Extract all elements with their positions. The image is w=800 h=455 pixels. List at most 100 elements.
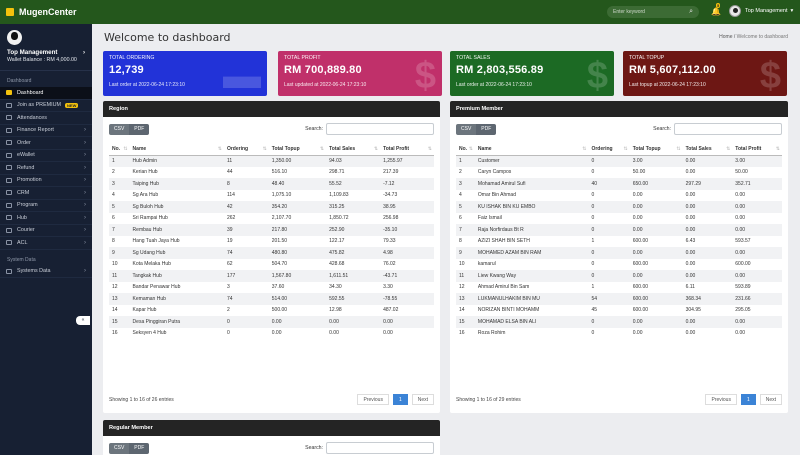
sidebar-item-label: eWallet	[17, 152, 35, 159]
sidebar-collapse-button[interactable]: «	[76, 316, 90, 325]
search-label: Search:	[305, 126, 323, 132]
dollar-icon: $	[586, 55, 608, 96]
table-cell: 15	[456, 316, 475, 328]
table-cell: 45	[591, 307, 598, 314]
table-cell: 428.68	[329, 261, 345, 268]
csv-export-button[interactable]: CSV	[456, 123, 477, 135]
column-header[interactable]: Total Profit	[732, 143, 782, 156]
previous-page-button[interactable]: Previous	[705, 394, 737, 405]
column-header[interactable]: Ordering	[588, 143, 630, 156]
table-cell: 114	[226, 192, 235, 199]
previous-page-button[interactable]: Previous	[357, 394, 389, 405]
cart-icon	[6, 140, 12, 146]
column-header[interactable]: Total Topup	[268, 143, 327, 156]
table-cell: 50.00	[735, 169, 748, 176]
column-header[interactable]: No.	[109, 143, 130, 156]
table-search-input[interactable]	[326, 442, 434, 454]
pdf-export-button[interactable]: PDF	[476, 123, 497, 135]
csv-export-button[interactable]: CSV	[109, 123, 130, 135]
column-header[interactable]: Total Topup	[629, 143, 683, 156]
table-cell: 600.00	[629, 293, 683, 305]
table-cell: 0.00	[629, 316, 683, 328]
column-header[interactable]: Total Sales	[682, 143, 733, 156]
table-cell: MOHAMAD ELSA BIN ALI	[474, 316, 589, 328]
table-row: 1 Customer 0 3.00 0.00 3.00	[456, 155, 782, 167]
page-1-button[interactable]: 1	[392, 394, 408, 405]
table-scroll-area[interactable]: No.NameOrderingTotal TopupTotal SalesTot…	[103, 135, 440, 364]
table-cell: 9	[456, 247, 475, 259]
brand[interactable]: MugenCenter	[0, 0, 92, 24]
table-cell: 1,350.00	[268, 155, 327, 167]
table-cell: 0.00	[383, 330, 393, 337]
table-scroll-area[interactable]: No.NameOrderingTotal TopupTotal SalesTot…	[450, 135, 788, 364]
table-cell: Rembau Hub	[129, 224, 224, 236]
column-header[interactable]: Name	[129, 143, 224, 156]
chevron-right-icon: ›	[84, 227, 86, 234]
sidebar-item-join-premium[interactable]: Join as PREMIUM NEW	[0, 100, 92, 112]
notification-bell-icon[interactable]: 🔔 5	[711, 3, 721, 16]
chevron-right-icon: ›	[82, 49, 85, 56]
table-cell: Bandar Penawar Hub	[132, 284, 181, 291]
profile-name-row[interactable]: Top Management ›	[7, 49, 85, 56]
sidebar-item-attendances[interactable]: Attendances	[0, 112, 92, 125]
user-menu[interactable]: Top Management ▾	[729, 5, 793, 17]
table-footer: Showing 1 to 16 of 26 entries Previous 1…	[109, 394, 434, 405]
sidebar-item-ewallet[interactable]: eWallet ›	[0, 150, 92, 162]
table-cell: 1,611.51	[326, 270, 381, 282]
table-cell: 55.52	[326, 178, 381, 190]
sidebar-item-order[interactable]: Order ›	[0, 137, 92, 150]
table-cell: 0.00	[629, 201, 683, 213]
global-search-input[interactable]	[613, 9, 683, 15]
table-cell: 79.33	[383, 238, 396, 245]
column-header[interactable]: Name	[474, 143, 589, 156]
entries-info: Showing 1 to 16 of 29 entries	[456, 396, 521, 403]
table-cell: -7.12	[380, 178, 434, 190]
column-header[interactable]: No.	[456, 143, 475, 156]
table-cell: 0.00	[685, 169, 696, 176]
table-cell: 0.00	[735, 215, 746, 222]
next-page-button[interactable]: Next	[411, 394, 434, 405]
search-icon[interactable]: ⌕	[689, 8, 693, 15]
table-cell: 0.00	[685, 215, 696, 222]
sidebar-item-program[interactable]: Program ›	[0, 200, 92, 212]
table-cell: 1,075.10	[271, 192, 292, 199]
table-cell: Taiping Hub	[129, 178, 224, 190]
sidebar-item-crm[interactable]: CRM ›	[0, 187, 92, 200]
column-header[interactable]: Total Profit	[380, 143, 434, 156]
sidebar-section-dashboard: Dashboard	[7, 78, 32, 84]
column-header[interactable]: Ordering	[223, 143, 269, 156]
csv-export-button[interactable]: CSV	[109, 442, 130, 454]
table-search-input[interactable]	[326, 123, 434, 135]
table-cell: Raja Norfirdaus Bt R	[474, 224, 589, 236]
table-cell: 48.40	[268, 178, 327, 190]
table-cell: Ahmad Amirul Bin Sam	[477, 284, 530, 291]
sidebar-item-refund[interactable]: Refund ›	[0, 162, 92, 175]
pdf-export-button[interactable]: PDF	[129, 123, 150, 135]
sidebar-item-systems-data[interactable]: Systems Data ›	[0, 266, 92, 278]
sidebar-item-finance-report[interactable]: Finance Report ›	[0, 125, 92, 137]
table-cell: 0.00	[685, 330, 696, 337]
sidebar-item-promotion[interactable]: Promotion ›	[0, 175, 92, 187]
breadcrumb-home[interactable]: Home	[719, 34, 733, 40]
sidebar-item-hub[interactable]: Hub ›	[0, 212, 92, 225]
table-cell: 600.00	[632, 307, 649, 314]
global-search[interactable]: ⌕	[607, 6, 699, 18]
table-cell: 600.00	[632, 284, 649, 291]
table-search-input[interactable]	[674, 123, 782, 135]
table-row: 12 Bandar Penawar Hub 3 37.60 34.30 3.30	[109, 282, 434, 294]
table-cell: 6.11	[685, 284, 695, 291]
column-header[interactable]: Total Sales	[326, 143, 381, 156]
table-cell: 5	[109, 201, 130, 213]
table-cell: 34.30	[329, 284, 342, 291]
region-panel: Region CSV PDF Search: No.NameOrderingTo…	[103, 101, 440, 413]
sidebar-item-acl[interactable]: ACL ›	[0, 237, 92, 250]
table-cell: 10	[112, 261, 118, 268]
pdf-export-button[interactable]: PDF	[129, 442, 150, 454]
sidebar-item-courier[interactable]: Courier ›	[0, 225, 92, 237]
table-cell: 0.00	[732, 201, 782, 213]
sidebar-item-dashboard[interactable]: Dashboard	[0, 87, 92, 100]
chevron-right-icon: ›	[84, 268, 86, 275]
page-1-button[interactable]: 1	[740, 394, 756, 405]
chevron-right-icon: ›	[84, 139, 86, 146]
next-page-button[interactable]: Next	[759, 394, 782, 405]
